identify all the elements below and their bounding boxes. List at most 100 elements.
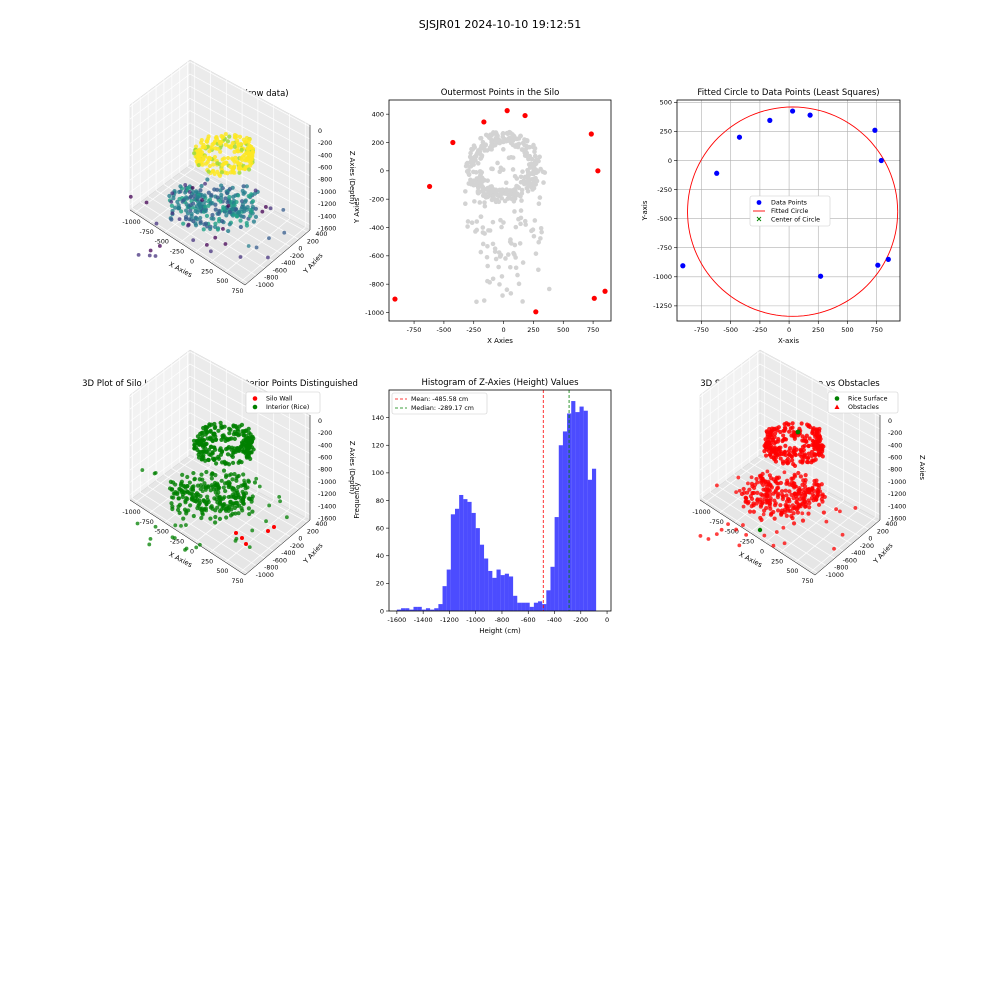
cloud-point	[200, 198, 204, 202]
interior-point	[516, 136, 522, 141]
cloud-point	[206, 457, 211, 463]
histogram-bar	[517, 602, 522, 611]
outermost-point	[450, 139, 456, 146]
data-point	[767, 117, 773, 123]
legend-marker-interior	[252, 404, 258, 410]
interior-point	[533, 175, 538, 181]
cloud-point	[225, 171, 230, 176]
legend-label: Interior (Rice)	[266, 404, 309, 411]
cloud-point	[757, 473, 763, 478]
cloud-point	[238, 218, 243, 223]
cloud-point	[175, 490, 180, 495]
interior-point	[475, 161, 481, 166]
interior-point	[522, 174, 528, 180]
cloud-point	[171, 491, 176, 496]
cloud-point	[253, 188, 258, 193]
cloud-point	[785, 456, 791, 462]
interior-point	[496, 264, 501, 270]
z-tick-label: -1200	[888, 491, 906, 498]
cloud-point	[737, 488, 742, 493]
legend-label: Mean: -485.58 cm	[411, 396, 468, 403]
x-tick-label: -1000	[692, 509, 710, 516]
z-gridline	[699, 400, 881, 466]
cloud-point	[807, 436, 812, 441]
cloud-point	[187, 491, 192, 496]
cloud-point	[219, 170, 225, 175]
interior-point	[500, 187, 505, 193]
y-gridline	[147, 196, 265, 269]
cloud-point	[246, 478, 251, 483]
cloud-point	[743, 496, 749, 501]
cloud-point	[793, 452, 798, 458]
cloud-point	[178, 189, 183, 194]
z-tick-label: -1400	[888, 503, 906, 510]
cloud-point	[242, 429, 247, 434]
cloud-point	[726, 522, 730, 527]
z-axis-label: Z Axies	[918, 455, 926, 481]
cloud-point	[284, 515, 289, 520]
interior-point	[532, 218, 538, 223]
cloud-point	[176, 496, 182, 501]
cloud-point	[224, 213, 229, 218]
cloud-point	[173, 523, 178, 528]
cloud-point	[810, 430, 815, 436]
cloud-point	[772, 445, 777, 450]
interior-point	[513, 224, 519, 230]
cloud-point	[744, 532, 749, 537]
cloud-point	[195, 217, 200, 222]
cloud-point	[790, 425, 795, 430]
cloud-point	[242, 190, 247, 195]
cloud-point	[198, 188, 203, 193]
cloud-point	[706, 537, 711, 541]
cloud-point	[853, 506, 858, 510]
interior-point	[494, 189, 499, 194]
legend-label: Data Points	[771, 200, 807, 207]
interior-point	[466, 181, 472, 186]
cloud-point	[233, 135, 238, 140]
interior-point	[517, 241, 523, 246]
x-axis-line	[129, 499, 246, 576]
chart-title: Histogram of Z-Axies (Height) Values	[421, 378, 579, 388]
panel-3d-wall-interior: 3D Plot of Silo Interior with Wall and I…	[82, 349, 358, 585]
cloud-point	[199, 472, 204, 477]
cloud-point	[798, 474, 803, 479]
y-tick-label: -1000	[256, 572, 274, 579]
x-tick-label: -1000	[122, 509, 140, 516]
cloud-point	[230, 503, 235, 508]
cloud-point	[253, 206, 258, 211]
y-tick-label: 20	[376, 580, 384, 588]
cloud-point	[202, 222, 207, 227]
cloud-point	[212, 520, 218, 525]
cloud-point	[792, 463, 798, 468]
x-tick-label: 750	[231, 578, 243, 585]
x-tick-label: -250	[466, 326, 481, 334]
cloud-point	[834, 507, 839, 512]
y-tick-label: -400	[281, 260, 295, 267]
cloud-point	[242, 448, 247, 454]
legend-marker-center	[756, 216, 762, 222]
legend-label: Fitted Circle	[771, 208, 809, 215]
cloud-point	[838, 509, 842, 514]
cloud-point	[254, 245, 259, 250]
legend-marker-surface	[834, 396, 840, 401]
cloud-point	[246, 167, 252, 172]
y-tick-label: -1250	[653, 302, 672, 310]
cloud-point	[194, 545, 199, 550]
cloud-point	[786, 422, 791, 427]
cloud-point	[128, 194, 133, 199]
interior-point	[520, 260, 526, 265]
interior-point	[482, 200, 487, 205]
cloud-point	[237, 432, 242, 437]
interior-point	[490, 166, 495, 172]
outermost-point	[392, 296, 398, 302]
interior-point	[495, 160, 500, 166]
histogram-bar	[459, 494, 464, 611]
cloud-point	[239, 147, 244, 152]
interior-point	[485, 263, 490, 269]
cloud-point	[206, 169, 211, 174]
y-axis-label: Y Axies	[871, 541, 894, 566]
interior-point	[477, 148, 483, 154]
cloud-point	[737, 543, 742, 548]
interior-point	[463, 163, 469, 169]
interior-point	[470, 181, 475, 187]
